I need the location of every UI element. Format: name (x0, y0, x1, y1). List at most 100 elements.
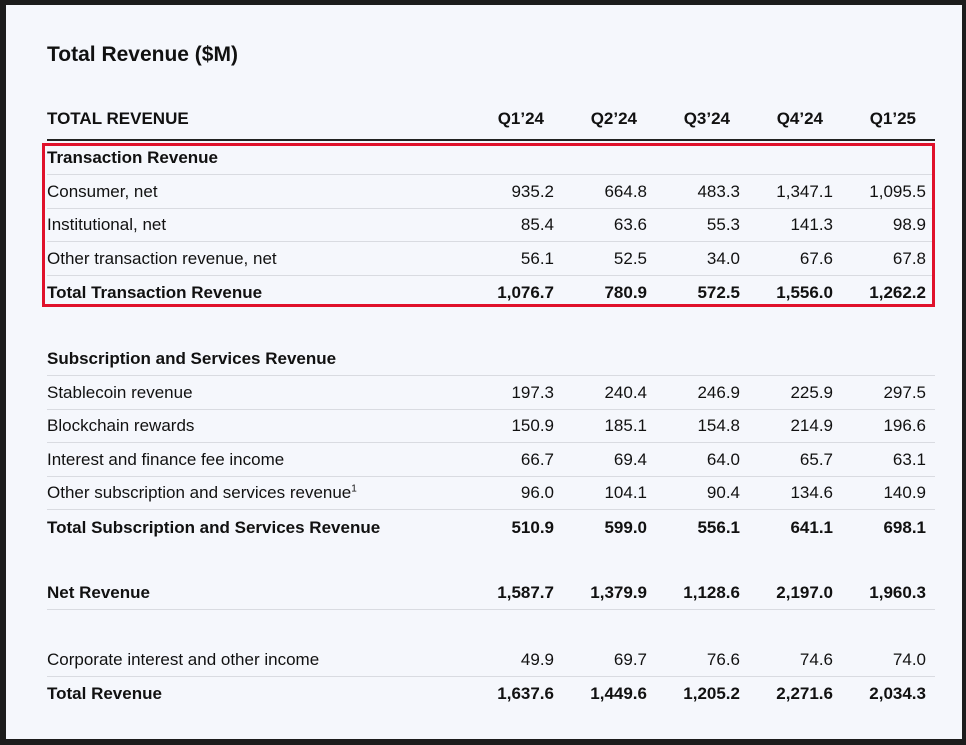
cell-value: 154.8 (697, 416, 740, 435)
cell-value: 240.4 (604, 382, 647, 402)
cell-value: 197.3 (511, 382, 554, 402)
cell-value: 140.9 (883, 483, 926, 502)
header-q3-24: Q3’24 (683, 109, 730, 128)
cell-value: 572.5 (697, 283, 740, 302)
section-spacer (47, 309, 935, 342)
section-heading-label: Transaction Revenue (47, 148, 219, 167)
cell-value: 1,379.9 (590, 583, 647, 602)
row-label: Stablecoin revenue (47, 382, 193, 402)
section-heading-subscription: Subscription and Services Revenue (47, 342, 935, 376)
cell-value: 2,034.3 (869, 684, 926, 703)
cell-value: 34.0 (706, 248, 740, 268)
cell-value: 66.7 (520, 449, 554, 469)
cell-value: 98.9 (892, 215, 926, 234)
revenue-table: TOTAL REVENUE Q1’24 Q2’24 Q3’24 Q4’24 Q1… (47, 103, 935, 710)
table-row: Institutional, net 85.4 63.6 55.3 141.3 … (47, 209, 935, 242)
cell-value: 65.7 (799, 449, 833, 469)
section-spacer (47, 544, 935, 577)
page-title: Total Revenue ($M) (47, 43, 238, 66)
table-row: Blockchain rewards 150.9 185.1 154.8 214… (47, 410, 935, 443)
cell-value: 1,556.0 (776, 283, 833, 302)
cell-value: 225.9 (790, 382, 833, 402)
cell-value: 780.9 (604, 283, 647, 302)
cell-value: 67.8 (892, 248, 926, 268)
total-revenue-row: Total Revenue 1,637.6 1,449.6 1,205.2 2,… (47, 677, 935, 711)
section-heading-label: Subscription and Services Revenue (47, 349, 337, 368)
row-label: Other transaction revenue, net (47, 248, 277, 268)
cell-value: 1,076.7 (497, 283, 554, 302)
row-label: Total Subscription and Services Revenue (47, 517, 381, 537)
header-q4-24: Q4’24 (776, 109, 823, 128)
header-q1-25: Q1’25 (869, 109, 916, 128)
cell-value: 56.1 (520, 248, 554, 268)
cell-value: 510.9 (511, 517, 554, 537)
row-label: Interest and finance fee income (47, 449, 285, 469)
section-spacer (47, 610, 935, 643)
cell-value: 1,347.1 (776, 181, 833, 201)
cell-value: 935.2 (511, 181, 554, 201)
cell-value: 1,587.7 (497, 583, 554, 602)
cell-value: 2,197.0 (776, 583, 833, 602)
row-label: Total Revenue (47, 684, 162, 703)
cell-value: 85.4 (520, 215, 554, 234)
cell-value: 1,960.3 (869, 583, 926, 602)
cell-value: 90.4 (706, 483, 740, 502)
cell-value: 69.7 (613, 649, 647, 669)
cell-value: 134.6 (790, 483, 833, 502)
cell-value: 150.9 (511, 416, 554, 435)
cell-value: 1,128.6 (683, 583, 740, 602)
cell-value: 52.5 (613, 248, 647, 268)
row-label: Total Transaction Revenue (47, 283, 263, 302)
cell-value: 96.0 (520, 483, 554, 502)
cell-value: 698.1 (883, 517, 926, 537)
cell-value: 141.3 (790, 215, 833, 234)
table-row: Other transaction revenue, net 56.1 52.5… (47, 242, 935, 276)
cell-value: 2,271.6 (776, 684, 833, 703)
table-row: Consumer, net 935.2 664.8 483.3 1,347.1 … (47, 175, 935, 209)
cell-value: 49.9 (520, 649, 554, 669)
cell-value: 55.3 (706, 215, 740, 234)
cell-value: 63.1 (892, 449, 926, 469)
header-label: TOTAL REVENUE (47, 109, 189, 128)
cell-value: 69.4 (613, 449, 647, 469)
cell-value: 641.1 (790, 517, 833, 537)
cell-value: 1,262.2 (869, 283, 926, 302)
cell-value: 1,449.6 (590, 684, 647, 703)
cell-value: 664.8 (604, 181, 647, 201)
table-row: Stablecoin revenue 197.3 240.4 246.9 225… (47, 376, 935, 410)
table-row: Interest and finance fee income 66.7 69.… (47, 443, 935, 477)
cell-value: 246.9 (697, 382, 740, 402)
cell-value: 104.1 (604, 483, 647, 502)
cell-value: 483.3 (697, 181, 740, 201)
footnote-marker: 1 (351, 483, 357, 495)
table-row: Other subscription and services revenue1… (47, 477, 935, 510)
header-q1-24: Q1’24 (497, 109, 544, 128)
cell-value: 63.6 (613, 215, 647, 234)
cell-value: 76.6 (706, 649, 740, 669)
header-q2-24: Q2’24 (590, 109, 637, 128)
table-header-row: TOTAL REVENUE Q1’24 Q2’24 Q3’24 Q4’24 Q1… (47, 103, 935, 141)
cell-value: 599.0 (604, 517, 647, 537)
cell-value: 67.6 (799, 248, 833, 268)
net-revenue-row: Net Revenue 1,587.7 1,379.9 1,128.6 2,19… (47, 577, 935, 610)
cell-value: 214.9 (790, 416, 833, 435)
row-label: Institutional, net (47, 215, 167, 234)
cell-value: 196.6 (883, 416, 926, 435)
cell-value: 297.5 (883, 382, 926, 402)
cell-value: 1,637.6 (497, 684, 554, 703)
corporate-interest-row: Corporate interest and other income 49.9… (47, 643, 935, 677)
row-label: Blockchain rewards (47, 416, 195, 435)
row-label-text: Other subscription and services revenue (47, 483, 352, 502)
row-label: Consumer, net (47, 181, 158, 201)
total-row-transaction: Total Transaction Revenue 1,076.7 780.9 … (47, 276, 935, 310)
cell-value: 185.1 (604, 416, 647, 435)
row-label: Corporate interest and other income (47, 649, 320, 669)
cell-value: 556.1 (697, 517, 740, 537)
document-page: Total Revenue ($M) TOTAL REVENUE Q1’24 Q… (6, 5, 962, 739)
cell-value: 64.0 (706, 449, 740, 469)
cell-value: 1,205.2 (683, 684, 740, 703)
row-label: Net Revenue (47, 583, 150, 602)
cell-value: 1,095.5 (869, 181, 926, 201)
total-row-subscription: Total Subscription and Services Revenue … (47, 510, 935, 544)
row-label: Other subscription and services revenue1 (47, 483, 357, 503)
